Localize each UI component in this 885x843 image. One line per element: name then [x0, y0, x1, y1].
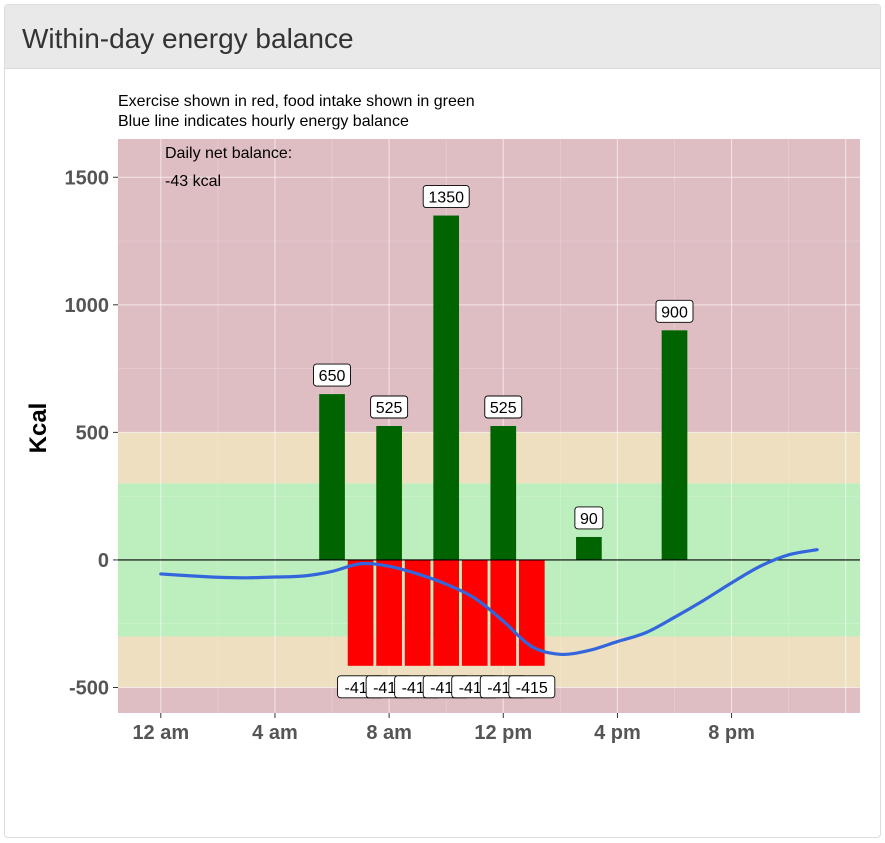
y-tick-label: -500	[69, 677, 109, 699]
y-tick-label: 1000	[65, 295, 110, 317]
food-label-3: 525	[490, 400, 517, 417]
x-tick-label: 4 pm	[594, 722, 641, 744]
balance-line	[159, 548, 819, 657]
exercise-label-6-box	[508, 675, 556, 699]
food-label-4: 90	[580, 511, 598, 528]
food-bar-0	[319, 394, 345, 560]
food-label-0-group: 650	[313, 363, 351, 387]
panel-title: Within-day energy balance	[22, 23, 354, 54]
food-bar-5	[661, 330, 688, 560]
x-tick-label: 8 pm	[708, 722, 755, 744]
x-tick-label: 12 pm	[474, 722, 532, 744]
food-label-2-group: 1350	[422, 185, 470, 208]
food-label-5-group: 900	[655, 299, 694, 323]
food-label-0: 650	[319, 368, 346, 385]
food-label-4-group: 90	[574, 506, 604, 530]
food-label-2-box	[422, 185, 470, 208]
exercise-bar-3	[433, 559, 460, 666]
exercise-label-6: -415	[516, 680, 548, 697]
food-label-1-group: 525	[370, 395, 409, 419]
panel-header	[5, 5, 880, 69]
chart-subtitle-line-1: Exercise shown in red, food intake shown…	[118, 93, 475, 110]
exercise-bar-4	[461, 559, 488, 666]
net-balance-label: Daily net balance:	[165, 145, 292, 162]
y-tick-label: 0	[98, 550, 109, 572]
chart-subtitle-line-2: Blue line indicates hourly energy balanc…	[118, 113, 409, 130]
food-bar-2	[433, 215, 460, 560]
food-label-3-box	[484, 395, 523, 419]
band-red-zone-top	[118, 139, 860, 433]
x-tick-label: 4 am	[252, 722, 298, 744]
band-amber-zone-top	[118, 432, 860, 484]
food-bar-3	[490, 426, 517, 560]
food-label-1: 525	[376, 400, 403, 417]
food-label-3-group: 525	[484, 395, 523, 419]
food-label-4-box	[574, 506, 604, 530]
x-tick-label: 8 am	[366, 722, 412, 744]
y-tick-label: 1500	[65, 167, 110, 189]
food-bar-4	[576, 536, 602, 560]
food-label-5: 900	[661, 304, 688, 321]
exercise-bar-1	[376, 559, 402, 666]
exercise-label-6-group: -415	[508, 675, 556, 699]
food-label-1-box	[370, 395, 409, 419]
y-tick-label: 500	[76, 422, 109, 444]
exercise-bar-0	[347, 559, 374, 666]
net-balance-value: -43 kcal	[165, 173, 221, 190]
x-tick-label: 12 am	[132, 722, 189, 744]
food-label-5-box	[655, 299, 694, 323]
y-axis-label: Kcal	[25, 403, 52, 454]
food-label-0-box	[313, 363, 351, 387]
food-bar-1	[376, 426, 402, 560]
food-label-2: 1350	[428, 190, 464, 207]
